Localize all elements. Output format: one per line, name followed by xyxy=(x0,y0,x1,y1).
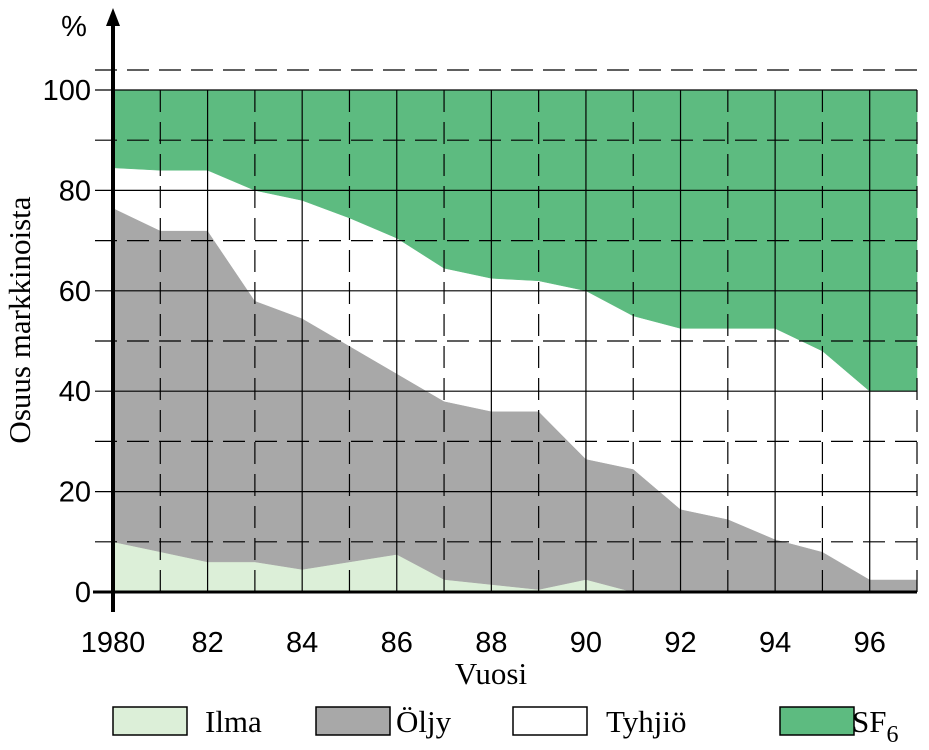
x-axis-label: Vuosi xyxy=(455,656,528,691)
y-unit-label: % xyxy=(61,11,87,43)
y-axis-label: Osuus markkinoista xyxy=(2,196,37,443)
legend: Ilma Öljy Tyhjiö SF6 xyxy=(112,704,898,748)
x-tick-label: 86 xyxy=(381,627,413,659)
legend-swatch xyxy=(512,706,588,736)
y-axis-arrow xyxy=(106,8,120,26)
legend-label: Tyhjiö xyxy=(606,704,687,739)
x-tick-label: 1980 xyxy=(81,627,146,659)
legend-label: Ilma xyxy=(205,704,262,739)
x-tick-label: 94 xyxy=(759,627,791,659)
x-tick-label: 84 xyxy=(286,627,318,659)
y-tick-label: 60 xyxy=(59,276,91,308)
legend-label: Öljy xyxy=(396,704,452,739)
axes xyxy=(93,8,917,612)
legend-swatch xyxy=(779,706,855,736)
x-tick-label: 92 xyxy=(664,627,696,659)
gridlines xyxy=(95,69,918,592)
legend-label: SF6 xyxy=(852,704,898,748)
y-tick-label: 40 xyxy=(59,376,91,408)
legend-swatch xyxy=(112,706,188,736)
y-tick-label: 80 xyxy=(59,175,91,207)
y-tick-label: 100 xyxy=(43,75,91,107)
x-tick-label: 88 xyxy=(475,627,507,659)
legend-swatch xyxy=(315,706,391,736)
tick-labels: 1980 82 84 86 88 90 92 94 96 0 20 40 60 80 100 xyxy=(43,75,886,659)
x-tick-label: 90 xyxy=(570,627,602,659)
x-tick-label: 96 xyxy=(854,627,886,659)
y-tick-label: 0 xyxy=(75,577,91,609)
x-tick-label: 82 xyxy=(191,627,223,659)
y-tick-label: 20 xyxy=(59,477,91,509)
